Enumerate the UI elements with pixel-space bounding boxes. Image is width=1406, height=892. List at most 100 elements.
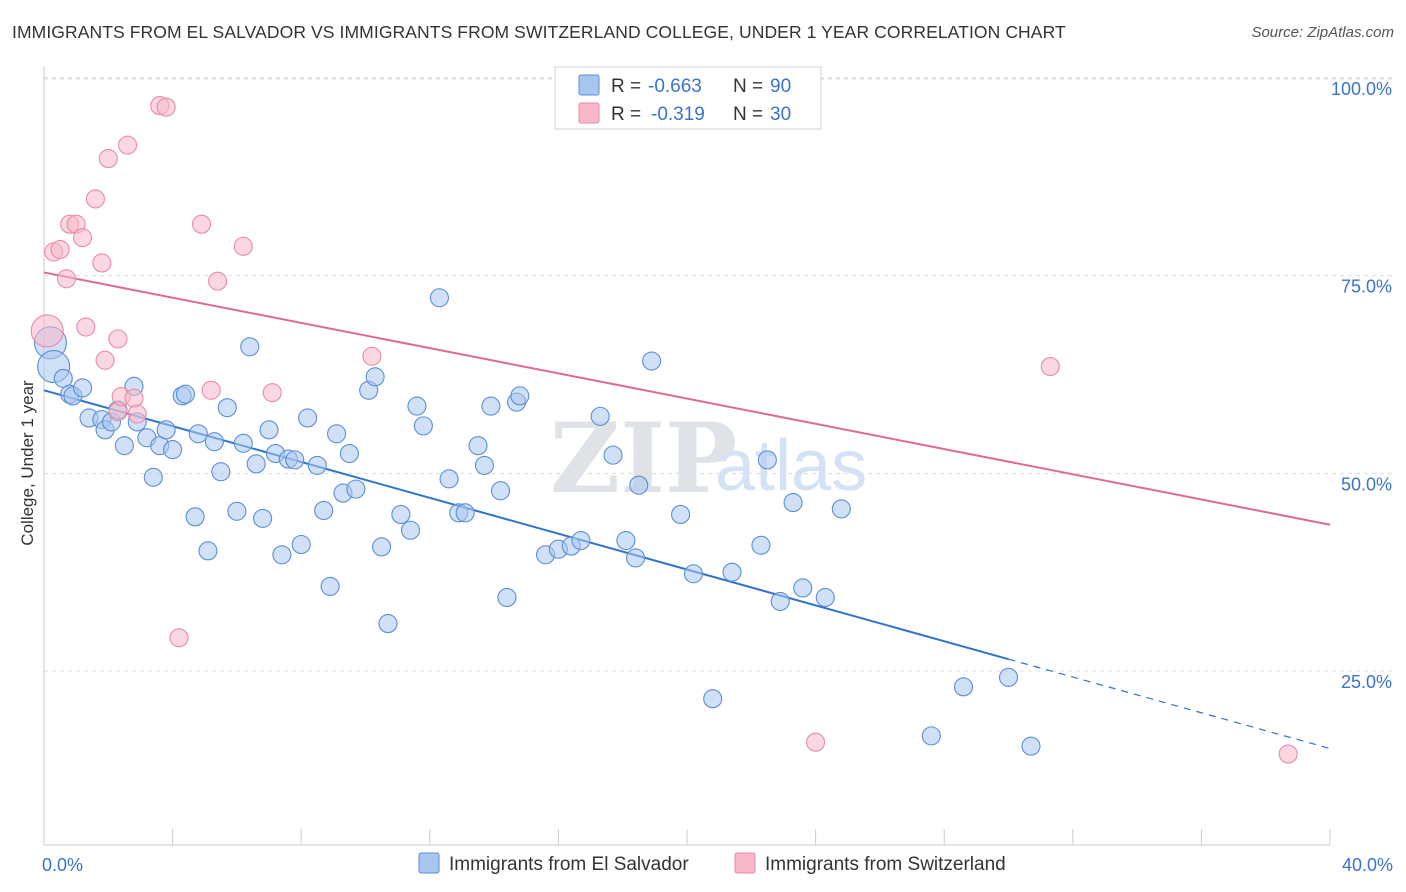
x-tick-label-1: 40.0% — [1342, 855, 1393, 875]
point-series-0-57 — [455, 503, 475, 523]
point-series-0-72 — [626, 548, 646, 568]
point-series-0-15 — [143, 467, 163, 487]
point-series-0-60 — [481, 396, 501, 416]
point-series-0-49 — [378, 614, 398, 634]
point-series-0-71 — [616, 530, 636, 551]
point-series-0-87 — [953, 677, 974, 697]
point-series-1-27 — [806, 732, 826, 752]
point-series-0-82 — [783, 493, 803, 513]
point-series-0-75 — [671, 504, 691, 524]
y-tick-label-0: 25.0% — [1341, 672, 1392, 692]
point-series-1-8 — [85, 189, 105, 209]
stats-legend-swatch-switzerland — [578, 102, 600, 124]
series-legend-swatch-el-salvador — [418, 852, 440, 874]
point-series-0-39 — [307, 455, 327, 475]
point-series-0-61 — [490, 481, 511, 501]
point-series-0-36 — [285, 450, 305, 470]
point-series-1-15 — [118, 135, 138, 155]
point-series-0-74 — [642, 351, 662, 371]
stats-legend-n-label-1: N = — [733, 76, 763, 97]
point-series-0-17 — [156, 420, 176, 440]
point-series-1-23 — [208, 271, 228, 291]
point-series-0-69 — [590, 406, 610, 426]
point-series-0-30 — [246, 454, 266, 474]
stats-legend: R = -0.663 N = 90 R = -0.319 N = 30 — [554, 66, 822, 130]
point-series-0-77 — [703, 689, 723, 709]
point-series-0-37 — [291, 534, 311, 555]
point-series-0-29 — [240, 337, 260, 357]
point-series-0-20 — [175, 384, 196, 404]
point-series-0-44 — [339, 443, 359, 464]
point-series-0-26 — [217, 398, 237, 418]
point-series-0-76 — [683, 564, 703, 584]
point-series-0-83 — [793, 578, 813, 598]
point-series-1-6 — [73, 228, 93, 248]
point-series-1-7 — [76, 317, 96, 337]
point-series-0-80 — [757, 450, 777, 470]
point-series-0-62 — [497, 587, 517, 608]
point-series-0-48 — [372, 537, 392, 557]
series-legend: Immigrants from El Salvador Immigrants f… — [418, 852, 1006, 875]
point-series-1-29 — [1278, 744, 1298, 764]
trend-line-extension-0 — [1008, 658, 1331, 750]
stats-legend-r-value-2: -0.319 — [651, 104, 705, 125]
point-series-0-42 — [327, 424, 347, 444]
point-series-0-53 — [413, 416, 433, 436]
point-series-1-24 — [233, 236, 253, 256]
gridlines — [44, 77, 1394, 672]
point-series-0-52 — [407, 396, 427, 416]
watermark-zip: ZIP — [550, 402, 737, 515]
series-legend-label-el-salvador: Immigrants from El Salvador — [449, 854, 689, 875]
y-tick-label-2: 75.0% — [1341, 277, 1392, 297]
point-series-0-64 — [510, 386, 530, 406]
data-points — [30, 96, 1298, 764]
point-series-1-11 — [98, 149, 118, 169]
series-legend-swatch-switzerland — [734, 852, 756, 874]
point-series-0-45 — [346, 479, 366, 499]
point-series-0-25 — [211, 462, 231, 482]
point-series-1-10 — [95, 350, 115, 370]
point-series-0-68 — [571, 530, 591, 551]
trend-line-1 — [43, 271, 1331, 526]
stats-legend-r-value-1: -0.663 — [648, 76, 702, 97]
point-series-0-51 — [400, 520, 421, 540]
chart-title: IMMIGRANTS FROM EL SALVADOR VS IMMIGRANT… — [12, 22, 1066, 42]
point-series-0-70 — [603, 445, 623, 465]
point-series-0-78 — [722, 562, 742, 582]
point-series-1-19 — [156, 97, 176, 117]
point-series-1-9 — [92, 253, 112, 273]
point-series-0-73 — [629, 475, 649, 495]
point-series-0-21 — [185, 507, 205, 527]
point-series-0-59 — [474, 455, 495, 475]
point-series-0-55 — [439, 469, 459, 489]
point-series-0-47 — [365, 367, 385, 387]
point-series-1-26 — [362, 346, 382, 366]
point-series-1-3 — [56, 269, 77, 289]
point-series-0-28 — [233, 433, 253, 453]
point-series-0-31 — [253, 508, 273, 528]
tick-labels: 25.0% 50.0% 75.0% 100.0% 0.0% 40.0% — [42, 79, 1393, 875]
stats-legend-r-label-2: R = — [611, 104, 641, 125]
point-series-1-20 — [169, 628, 189, 648]
point-series-0-24 — [204, 432, 224, 452]
watermark-atlas: atlas — [715, 426, 867, 506]
point-series-0-27 — [227, 501, 247, 521]
stats-legend-n-value-1: 90 — [770, 76, 791, 97]
point-series-1-25 — [262, 383, 282, 403]
point-series-0-34 — [272, 545, 292, 565]
point-series-0-18 — [163, 440, 183, 460]
point-series-1-16 — [124, 388, 144, 408]
y-tick-label-3: 100.0% — [1331, 79, 1392, 99]
stats-legend-swatch-el-salvador — [578, 74, 600, 96]
point-series-1-22 — [201, 380, 221, 400]
point-series-0-85 — [831, 499, 851, 519]
point-series-0-79 — [751, 535, 771, 555]
y-tick-label-1: 50.0% — [1341, 474, 1392, 494]
point-series-0-89 — [1021, 736, 1041, 756]
point-series-0-88 — [998, 667, 1019, 687]
point-series-0-58 — [468, 436, 488, 456]
point-series-0-11 — [114, 436, 134, 456]
point-series-1-17 — [127, 404, 147, 424]
chart-source: Source: ZipAtlas.com — [1251, 24, 1394, 41]
